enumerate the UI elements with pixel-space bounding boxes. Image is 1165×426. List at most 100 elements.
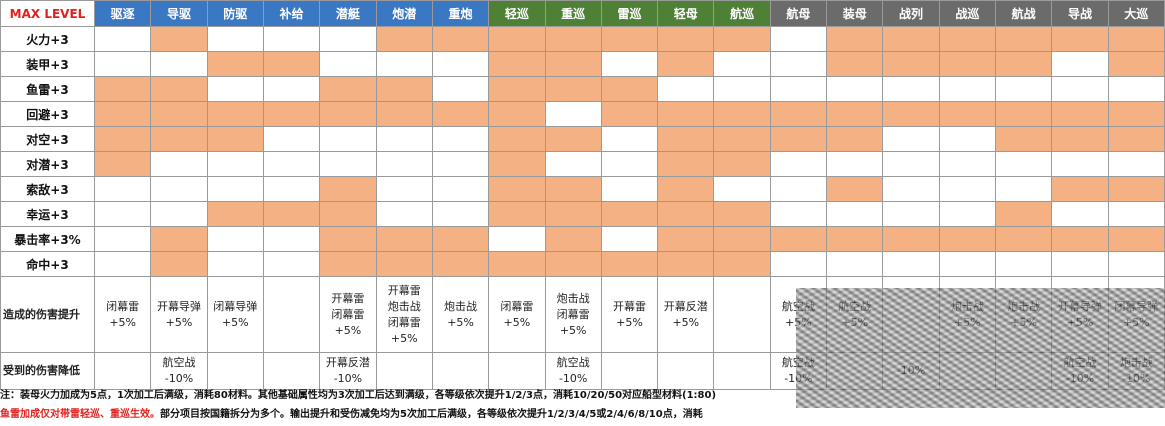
damage-increase-row-label: 造成的伤害提升 (0, 276, 95, 353)
empty-cell (431, 176, 490, 202)
effect-cell: 闭幕雷 +5% (488, 276, 546, 353)
empty-cell (882, 201, 940, 227)
effect-text: 闭幕雷 (556, 307, 590, 321)
applicable-cell (150, 226, 208, 252)
noise-overlay (796, 288, 1165, 408)
effect-text: 闭幕雷 (106, 299, 140, 313)
effect-text: +5% (997, 315, 1051, 331)
applicable-cell (600, 201, 659, 227)
empty-cell (600, 151, 659, 177)
effect-text: 闭幕导弹 (213, 299, 258, 313)
effect-text: +5% (221, 315, 249, 329)
applicable-cell (713, 226, 771, 252)
effect-cell: 开幕导弹+5% (1051, 276, 1109, 353)
effect-cell: 开幕雷 +5% (600, 276, 659, 353)
applicable-cell (319, 176, 377, 202)
empty-cell (994, 251, 1053, 277)
applicable-cell (994, 201, 1053, 227)
empty-cell (713, 76, 771, 102)
effect-cell (826, 352, 884, 390)
empty-cell (938, 176, 997, 202)
empty-cell (882, 176, 940, 202)
attribute-row: 暴击率+3% (0, 226, 1165, 252)
empty-cell (93, 176, 152, 202)
column-header: 导战 (1051, 0, 1109, 27)
attribute-label: 回避+3 (0, 101, 95, 127)
applicable-cell (769, 226, 828, 252)
applicable-cell (882, 101, 940, 127)
empty-cell (769, 201, 828, 227)
empty-cell (826, 76, 884, 102)
empty-cell (938, 126, 997, 152)
effect-text: +5% (503, 315, 531, 329)
applicable-cell (375, 26, 433, 52)
empty-cell (375, 126, 433, 152)
attribute-row: 火力+3 (0, 26, 1165, 52)
empty-cell (544, 101, 602, 127)
effect-text: +5% (616, 315, 643, 329)
effect-text: +5% (559, 323, 587, 337)
column-header: 补给 (262, 0, 321, 27)
applicable-cell (544, 251, 602, 277)
empty-cell (769, 51, 828, 77)
effect-cell: 炮击战-10% (1107, 352, 1165, 390)
effect-cell: 炮击战+5% (938, 276, 997, 353)
effect-text: 开幕雷 (331, 291, 365, 305)
applicable-cell (657, 101, 715, 127)
note-line-2-red: 鱼雷加成仅对带雷轻巡、重巡生效。 (0, 409, 160, 420)
effect-text: 炮击战 (997, 299, 1051, 315)
applicable-cell (994, 51, 1053, 77)
column-header: 雷巡 (600, 0, 659, 27)
effect-text: 闭幕雷 (500, 299, 534, 313)
column-header: 驱逐 (93, 0, 152, 27)
empty-cell (994, 76, 1053, 102)
empty-cell (319, 151, 377, 177)
applicable-cell (488, 151, 546, 177)
empty-cell (262, 176, 321, 202)
applicable-cell (431, 101, 490, 127)
applicable-cell (713, 101, 771, 127)
empty-cell (93, 51, 152, 77)
effect-cell: 闭幕导弹 +5% (206, 276, 264, 353)
empty-cell (826, 251, 884, 277)
effect-text: +5% (672, 315, 700, 329)
applicable-cell (657, 251, 715, 277)
effect-cell (375, 352, 433, 390)
applicable-cell (713, 26, 771, 52)
applicable-cell (1107, 101, 1165, 127)
column-header: 战巡 (938, 0, 997, 27)
effect-cell: -10% (882, 352, 940, 390)
applicable-cell (1051, 176, 1109, 202)
effect-cell: 炮击战+5% (994, 276, 1053, 353)
attribute-label: 对空+3 (0, 126, 95, 152)
applicable-cell (1051, 126, 1109, 152)
empty-cell (994, 151, 1053, 177)
effect-text: 开幕导弹 (156, 299, 201, 313)
applicable-cell (93, 126, 152, 152)
effect-cell (600, 352, 659, 390)
effect-text: 航空战 (771, 355, 825, 371)
applicable-cell (544, 76, 602, 102)
empty-cell (769, 251, 828, 277)
effect-cell: 航空战-10% (1051, 352, 1109, 390)
applicable-cell (826, 26, 884, 52)
attribute-label: 索敌+3 (0, 176, 95, 202)
empty-cell (938, 251, 997, 277)
empty-cell (431, 51, 490, 77)
attribute-label: 装甲+3 (0, 51, 95, 77)
applicable-cell (938, 51, 997, 77)
effect-text: +5% (109, 315, 136, 329)
empty-cell (262, 151, 321, 177)
applicable-cell (826, 176, 884, 202)
empty-cell (1107, 76, 1165, 102)
empty-cell (826, 201, 884, 227)
column-header: 航母 (769, 0, 828, 27)
effect-cell: 开幕雷 闭幕雷 +5% (319, 276, 377, 353)
effect-text: 炮击战 (444, 299, 478, 313)
applicable-cell (713, 201, 771, 227)
empty-cell (544, 151, 602, 177)
attribute-label: 对潜+3 (0, 151, 95, 177)
effect-cell (93, 352, 152, 390)
effect-cell: 开幕反潜 +5% (657, 276, 715, 353)
applicable-cell (657, 176, 715, 202)
